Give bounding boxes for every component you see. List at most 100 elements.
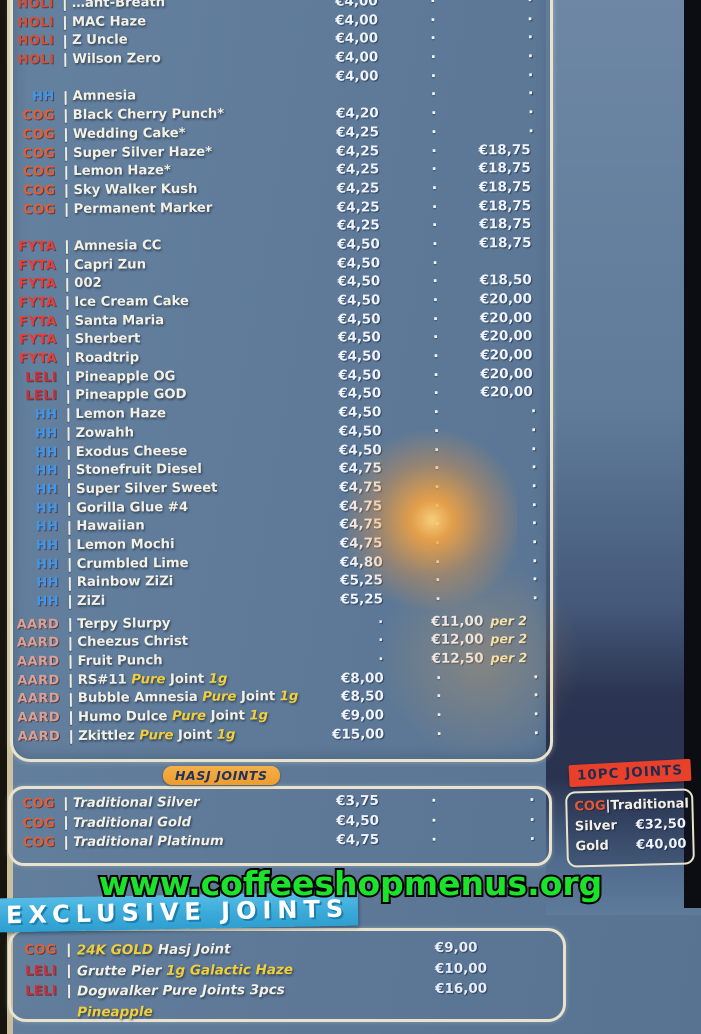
price-five-gram: ·	[530, 420, 537, 439]
item-name-part: Pure	[202, 690, 237, 706]
dot-column: ·	[434, 533, 441, 552]
price-gram: €4,25	[336, 124, 379, 141]
row-divider	[63, 655, 77, 670]
price-per-two: €11,00 per 2	[387, 612, 552, 632]
brand-label: AARD	[16, 654, 60, 670]
price-five-gram: ·	[532, 588, 539, 608]
row-divider	[62, 464, 76, 479]
dot-column: ·	[433, 440, 440, 459]
dot-column: ·	[434, 552, 441, 571]
item-name: Cheezus Christ	[77, 632, 315, 653]
price-gram: ·	[378, 651, 384, 668]
price-value: €11,00	[431, 613, 484, 630]
item-name-part: Exodus Cheese	[75, 443, 188, 460]
brand-label: AARD	[16, 616, 60, 633]
price-five-gram: ·	[530, 439, 537, 458]
item-name-part: Super Silver Sweet	[75, 480, 218, 497]
menu-row: AARD Zkittlez Pure Joint 1g €15,00 · ·	[16, 724, 553, 747]
item-name: Capri Zun	[74, 255, 312, 276]
price-five-gram: ·	[531, 495, 538, 514]
item-name: Black Cherry Punch*	[73, 105, 311, 126]
item-name: Humo Dulce Pure Joint 1g	[78, 707, 316, 728]
row-divider	[61, 315, 75, 330]
item-name-part: Pineapple OG	[74, 368, 176, 385]
price-five-gram: ·	[533, 686, 539, 705]
brand-label: FYTA	[18, 313, 57, 330]
price-five-gram: ·	[527, 84, 534, 103]
item-name-part: Gorilla Glue #4	[76, 499, 189, 516]
item-price: €10,00	[434, 960, 488, 977]
price-gram: €4,25	[336, 142, 380, 160]
brand-label: COG	[22, 145, 56, 161]
price-gram: €4,00	[335, 30, 379, 48]
dot-column: ·	[432, 309, 439, 328]
dot-column: ·	[431, 234, 438, 253]
price-gram: €4,50	[337, 254, 381, 272]
item-name: Wilson Zero	[72, 49, 310, 70]
item-name-part: Santa Maria	[74, 312, 165, 329]
price-gram: €4,50	[337, 311, 381, 328]
item-name-part: 1g	[279, 689, 299, 705]
item-name	[74, 227, 312, 229]
item-name: Hawaiian	[76, 516, 314, 537]
price-gram: €4,50	[338, 385, 382, 403]
tenpc-item-name: Gold	[575, 838, 610, 855]
dot-column: ·	[431, 178, 438, 197]
item-name-part: Sky Walker Kush	[73, 181, 198, 198]
dot-column: ·	[431, 141, 438, 160]
item-name	[72, 77, 310, 79]
price-five-gram: ·	[531, 458, 537, 477]
price-five-gram: ·	[529, 790, 535, 809]
row-divider	[58, 34, 72, 49]
row-divider	[62, 445, 76, 460]
brand-label: FYTA	[18, 276, 57, 292]
item-name-part: 1g	[249, 708, 269, 724]
brand-label: COG	[22, 164, 56, 180]
row-divider	[59, 835, 73, 850]
item-name-part: 24K GOLD	[76, 941, 158, 959]
price-five-gram: €18,75	[479, 234, 532, 252]
item-name: Traditional Silver	[73, 792, 311, 813]
brand-label: AARD	[17, 728, 61, 745]
price-gram: €4,50	[338, 348, 381, 365]
screen-bezel-left	[0, 0, 7, 1034]
dot-column: ·	[432, 328, 439, 347]
row-divider	[63, 618, 77, 633]
price-five-gram	[462, 262, 549, 263]
brand-label: COG	[22, 835, 56, 851]
item-name-part: Pineapple GOD	[75, 387, 187, 404]
dot-column: ·	[435, 687, 442, 706]
row-divider	[59, 796, 73, 811]
price-gram: €4,50	[338, 404, 382, 421]
dot-column: ·	[434, 496, 441, 515]
dot-column: ·	[433, 384, 440, 403]
item-price: €9,00	[434, 939, 478, 956]
brand-label: COG	[22, 108, 55, 124]
price-gram: €4,25	[336, 180, 380, 197]
price-five-gram: €20,00	[480, 347, 533, 364]
item-name: RS#11 Pure Joint 1g	[78, 670, 316, 691]
item-name: Pineapple	[77, 1000, 377, 1023]
price-gram: €4,50	[338, 441, 382, 459]
brand-label: HH	[35, 519, 59, 535]
price-gram: €8,50	[341, 688, 384, 706]
item-name: Traditional Platinum	[73, 831, 311, 852]
brand-label: FYTA	[18, 257, 57, 274]
brand-label: COG	[22, 126, 56, 143]
tenpc-item-price: €32,50	[635, 816, 687, 833]
price-gram: €5,25	[340, 591, 384, 608]
row-divider	[58, 53, 72, 68]
brand-label: AARD	[17, 672, 60, 689]
row-divider	[61, 984, 77, 999]
row-divider	[59, 90, 73, 105]
row-divider	[59, 165, 73, 180]
brand-label: LELI	[24, 963, 57, 979]
tenpc-joints-box: COG|Traditional Silver €32,50 Gold €40,00	[565, 788, 695, 868]
price-per-two: €12,00 per 2	[387, 630, 552, 650]
price-gram: €9,00	[341, 707, 385, 724]
hasj-joints-rows: COG Traditional Silver €3,75 · · COG Tradition…	[11, 791, 549, 853]
price-gram: €4,25	[336, 161, 380, 178]
dot-column: ·	[430, 103, 437, 122]
item-name: Stonefruit Diesel	[76, 460, 314, 481]
price-five-gram: €18,75	[478, 141, 531, 158]
